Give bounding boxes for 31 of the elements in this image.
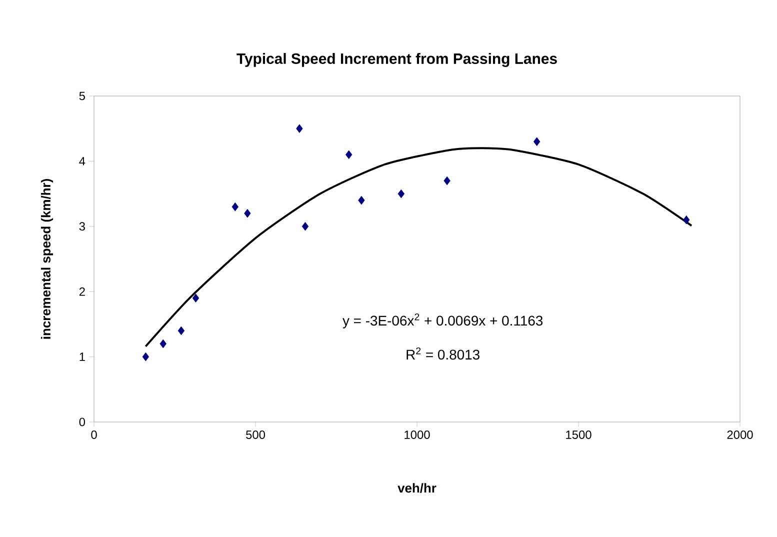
point [160,339,166,348]
point [192,294,200,303]
annotation: y = -3E-06x$^{2}$ + 0.0069x + 0.1163 [342,313,543,328]
y-tick-label: 5 [79,92,85,100]
line-series [144,147,693,348]
chart-title: Typical Speed Increment from Passing Lanes [236,52,557,67]
x-tick-label: 2000 [727,430,753,439]
point [296,124,303,133]
point [178,326,185,336]
annotation: R$^{2}$ = 0.8013 [406,347,480,360]
point [302,222,309,231]
point [398,189,405,198]
x-tick-label: 1000 [404,430,430,439]
point [232,202,239,212]
y-tick-label: 2 [79,287,85,296]
y-tick-label: 0 [79,418,86,426]
y-tick-label: 4 [79,157,86,166]
point [683,215,690,224]
x-axis-title: veh/hr [398,483,436,493]
point [244,208,251,218]
y-tick-label: 3 [79,222,85,231]
point [533,137,540,146]
x-tick-label: 0 [91,430,97,439]
x-tick-label: 1500 [566,430,592,439]
y-axis-title: incremental speed (km/hr) [40,179,54,339]
point [358,196,365,205]
x-tick-label: 500 [246,430,266,439]
point [346,150,352,160]
point [444,176,450,186]
point [142,352,150,362]
y-tick-label: 1 [80,352,85,361]
